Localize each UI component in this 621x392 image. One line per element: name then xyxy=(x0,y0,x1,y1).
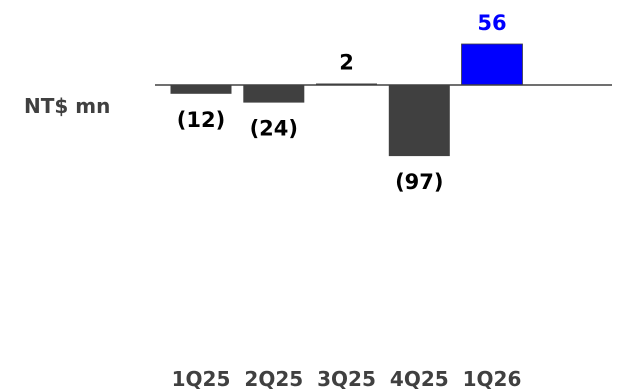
category-label-3Q25: 3Q25 xyxy=(317,367,376,391)
bar-1Q25 xyxy=(170,85,232,94)
value-label-2Q25: (24) xyxy=(250,117,298,141)
bar-1Q26 xyxy=(461,43,523,86)
value-labels-group: (12) (24) 2 (97) 56 xyxy=(177,11,507,194)
value-label-3Q25: 2 xyxy=(339,51,354,75)
category-label-4Q25: 4Q25 xyxy=(390,367,449,391)
unit-label: NT$ mn xyxy=(24,94,111,118)
category-label-2Q25: 2Q25 xyxy=(244,367,303,391)
category-labels-group: 1Q25 2Q25 3Q25 4Q25 1Q26 xyxy=(172,367,522,391)
bar-2Q25 xyxy=(243,85,305,103)
bar-4Q25 xyxy=(388,85,450,157)
category-label-1Q25: 1Q25 xyxy=(172,367,231,391)
value-label-1Q25: (12) xyxy=(177,108,225,132)
value-label-1Q26: 56 xyxy=(477,11,506,35)
category-label-1Q26: 1Q26 xyxy=(463,367,522,391)
value-label-4Q25: (97) xyxy=(395,170,443,194)
